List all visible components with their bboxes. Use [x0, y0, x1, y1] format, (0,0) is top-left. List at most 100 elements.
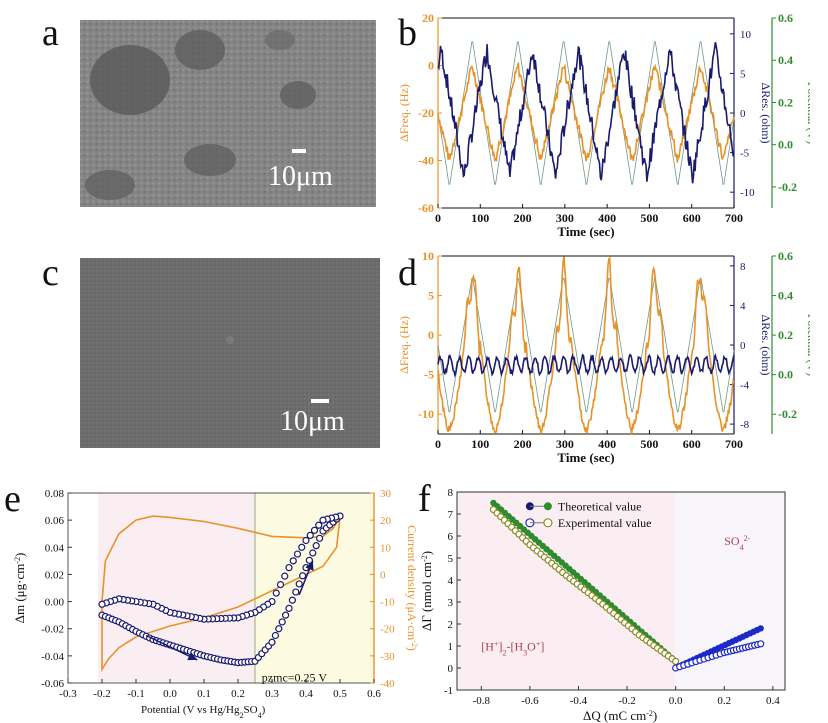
region-left-bg [98, 493, 255, 683]
chart-e: -0.3 -0.2 -0.1 0.0 0.1 0.2 0.3 0.4 0.5 0.6 0.08 0.0… [12, 488, 420, 720]
y-right1-axis-label: ΔRes. (ohm) [759, 314, 773, 375]
y-left-tick-label: 5 [428, 289, 434, 303]
chart-b: 0 100 200 300 400 500 600 700200-20-40-601050-5… [397, 11, 810, 239]
label-right-region: SO42- [724, 533, 750, 551]
mass-point-forward [275, 625, 283, 633]
mass-point-forward [282, 611, 290, 619]
y-left-tick-label: 0.08 [45, 488, 65, 500]
sem-image-c: 10μm [80, 258, 380, 448]
y-left-tick-label: 0 [428, 59, 434, 73]
y-tick-label: 3 [448, 597, 454, 609]
y-right2-axis-label: Potential (V) [805, 82, 810, 144]
panel-f-label: f [418, 478, 431, 520]
y-tick-label: 4 [448, 575, 454, 587]
x-tick-label: 700 [725, 211, 743, 225]
res-series-line [437, 353, 735, 378]
mass-point-reverse [298, 543, 306, 551]
y-right2-tick-label: 0.2 [778, 328, 793, 342]
res-series-line [437, 42, 734, 184]
x-tick-label: 0 [435, 437, 441, 451]
x-axis-label: Time (sec) [557, 450, 614, 465]
y-left-tick-label: 0 [428, 328, 434, 342]
mass-point-forward [302, 564, 310, 572]
y-right-axis-label: Current density (μA·cm-2) [405, 525, 420, 651]
mass-point-reverse [302, 536, 310, 545]
mass-point-forward [285, 604, 293, 612]
y-right2-tick-label: 0.0 [778, 138, 793, 152]
chart-f: -0.8 -0.6 -0.4 -0.2 0.0 0.2 0.4 8 7 6 5 4 3 2 1 0 -1 ΔQ (… [419, 487, 786, 723]
panel-e-label: e [4, 478, 21, 520]
mass-point-forward [278, 618, 286, 626]
y-left-tick-label: 10 [422, 249, 434, 263]
scale-bar-c [311, 399, 329, 403]
y-left-tick-label: -5 [424, 368, 434, 382]
y-left-axis-label: ΔFreq. (Hz) [397, 316, 411, 374]
y-left-tick-label: -0.04 [41, 651, 64, 663]
x-tick-label: 0.4 [766, 695, 780, 707]
y-left-tick-label: -60 [418, 201, 434, 215]
y-right-tick-label: 10 [380, 542, 392, 554]
chart-d: 0 100 200 300 400 500 600 700 10 5 0 -5 -10 8 4 0 -4 -8 0.… [397, 249, 810, 465]
y-right-tick-label: 0 [380, 569, 386, 581]
mass-point-forward [312, 542, 320, 550]
x-tick-label: 200 [514, 437, 532, 451]
theoretical-right-point [757, 625, 764, 632]
x-tick-label: 0.0 [163, 688, 177, 700]
x-axis-label: Potential (V vs Hg/Hg2SO4) [141, 704, 266, 720]
arrow-forward [145, 634, 198, 661]
x-tick-label: -0.2 [93, 688, 110, 700]
x-tick-label: 0.6 [367, 688, 381, 700]
y-right1-tick-label: 4 [740, 300, 746, 312]
x-tick-label: 0.1 [197, 688, 211, 700]
y-tick-label: 1 [448, 641, 454, 653]
y-right-tick-label: -40 [380, 678, 395, 690]
y-right1-tick-label: 0 [740, 108, 746, 120]
y-right1-tick-label: -4 [740, 380, 750, 392]
x-tick-label: -0.2 [618, 695, 635, 707]
y-right2-tick-label: -0.2 [778, 407, 797, 421]
panel-a-label: a [42, 12, 59, 54]
legend-theoretical-label: Theoretical value [558, 499, 642, 513]
y-left-tick-label: 0.02 [45, 569, 64, 581]
y-left-tick-label: 20 [422, 11, 434, 25]
label-left-region: [H+]2-[H3O+] [481, 639, 544, 657]
panel-b-label: b [398, 12, 417, 54]
x-tick-label: 300 [556, 211, 574, 225]
legend-theoretical-marker-2 [543, 502, 552, 511]
sem-texture-c [80, 258, 380, 448]
region-right-bg [255, 493, 374, 683]
x-tick-label: 100 [471, 437, 489, 451]
mass-point-reverse [276, 581, 285, 589]
potential-series-line [437, 41, 735, 185]
sem-image-a: 10μm [80, 20, 376, 207]
x-tick-label: 0.0 [669, 695, 683, 707]
mass-point-reverse [306, 531, 314, 540]
x-tick-label: 600 [683, 437, 701, 451]
y-tick-label: -1 [444, 685, 453, 697]
y-right1-axis-label: ΔRes. (ohm) [759, 82, 773, 143]
y-axis-label: ΔΓ (nmol cm-2) [419, 551, 434, 631]
mass-point-reverse [281, 572, 289, 580]
y-right2-axis-label: Potential (V) [805, 314, 810, 376]
arrow-anodic [298, 560, 314, 596]
y-left-tick-label: 0.04 [45, 542, 65, 554]
y-tick-label: 6 [448, 531, 454, 543]
y-left-tick-label: -40 [418, 154, 434, 168]
x-tick-label: 500 [640, 211, 658, 225]
legend-experimental-marker-2 [543, 518, 553, 528]
y-right2-tick-label: 0.2 [778, 95, 793, 109]
sem-texture-a [80, 20, 376, 207]
y-right1-tick-label: -5 [740, 148, 750, 160]
y-left-axis-label: ΔFreq. (Hz) [397, 84, 411, 142]
y-right1-tick-label: 5 [740, 68, 746, 80]
region-left-bg [457, 492, 676, 690]
y-right1-tick-label: 8 [740, 261, 746, 273]
panel-d-label: d [398, 252, 417, 294]
freq-series-line [437, 256, 735, 436]
mass-point-forward [271, 631, 279, 640]
y-left-tick-label: -0.06 [41, 678, 64, 690]
mass-point-reverse [293, 550, 302, 558]
y-right-tick-label: -20 [380, 624, 395, 636]
pzmc-annotation: pzmc=0.25 V [262, 670, 328, 684]
panel-c-label: c [42, 252, 59, 294]
